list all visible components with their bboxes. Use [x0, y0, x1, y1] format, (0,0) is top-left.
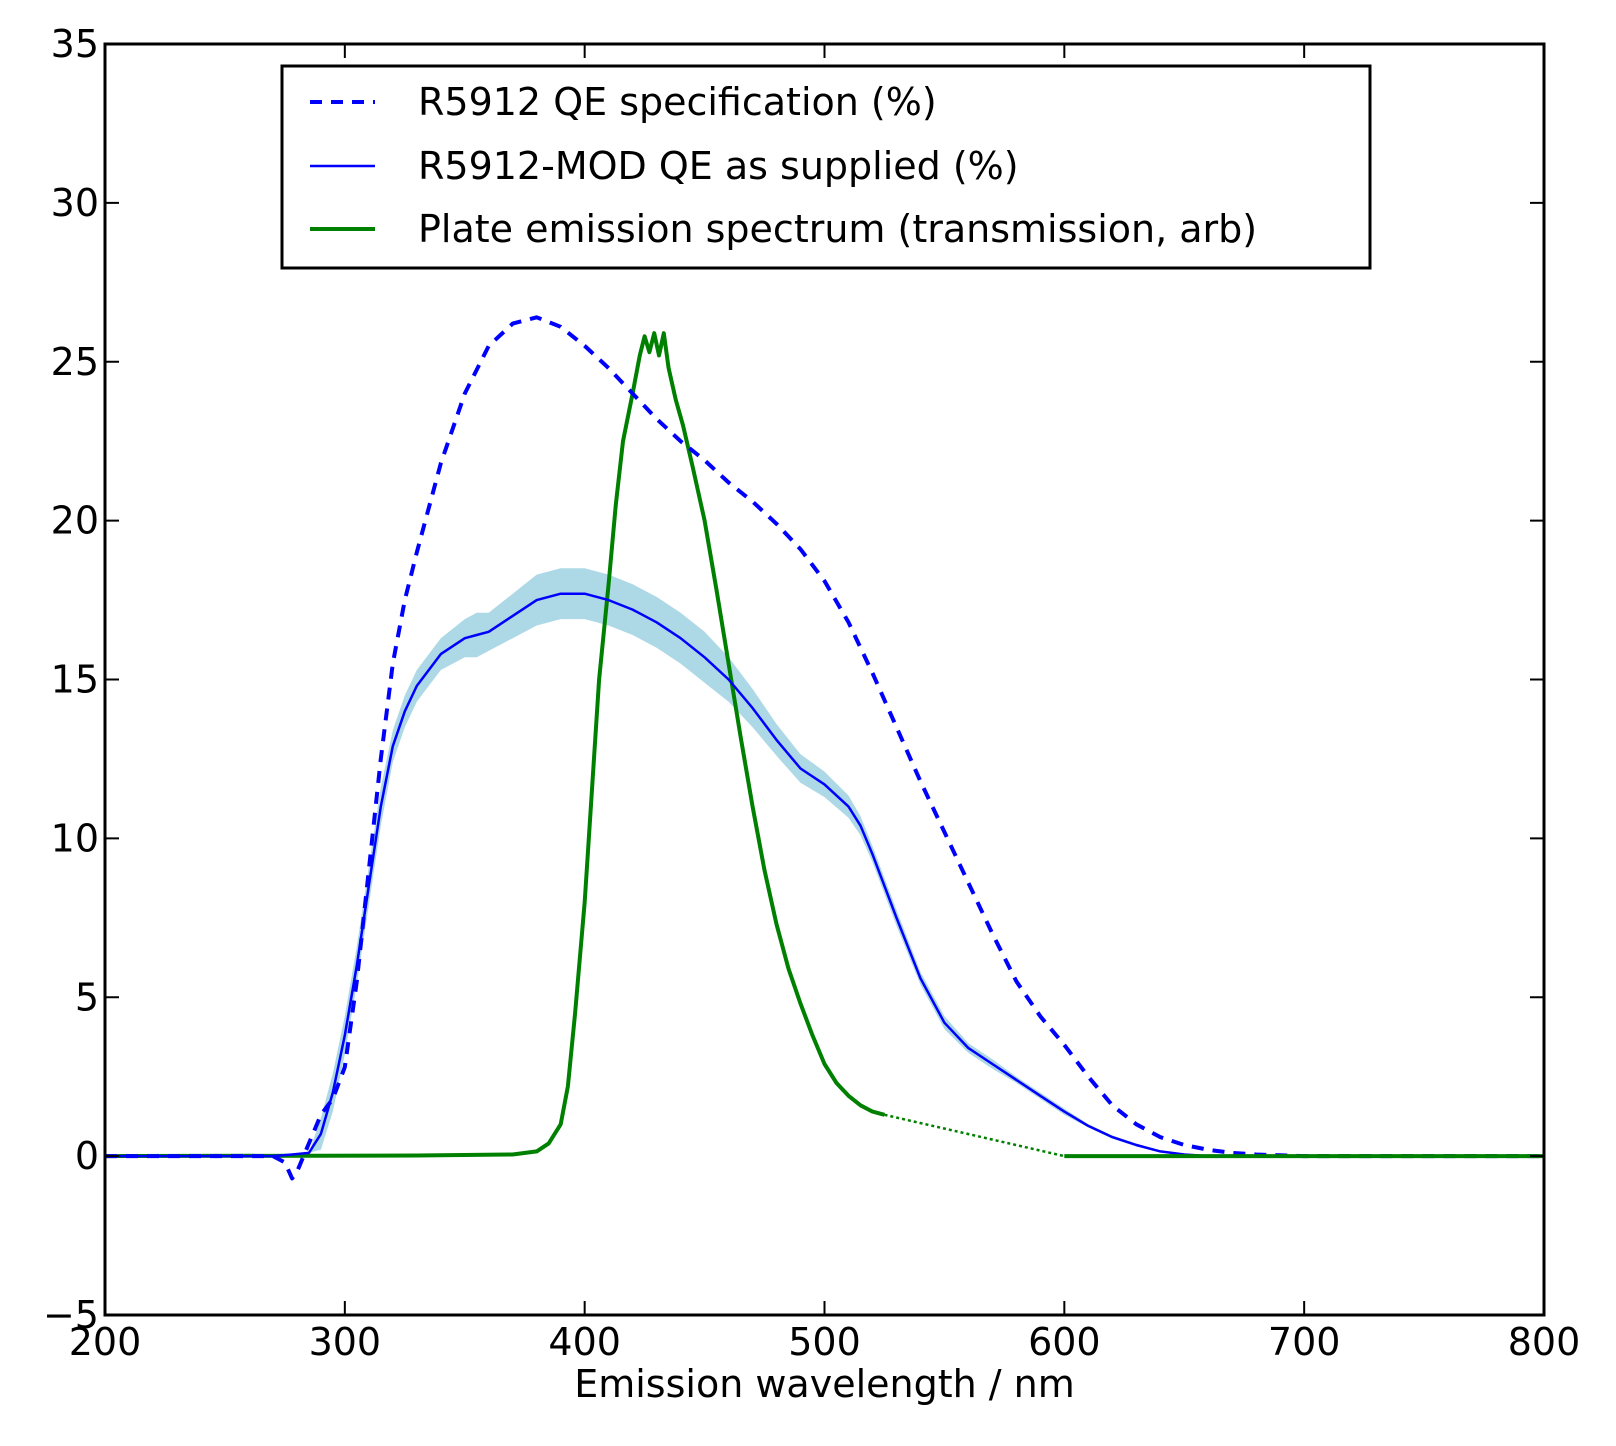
y-tick-label: 20: [51, 499, 99, 543]
y-tick-label: 5: [75, 975, 99, 1019]
legend-box: [280, 64, 1372, 270]
series-lines-layer: [104, 315, 1544, 1181]
x-tick-label: 700: [1268, 1320, 1341, 1364]
legend: R5912 QE specification (%) R5912-MOD QE …: [280, 64, 1372, 270]
axis-ticks-layer: 200 300 400 500 600 700 800 −5 0 5 10 15 20 25 30 35: [43, 22, 1580, 1364]
y-tick-label: 25: [51, 340, 99, 384]
legend-label-qe-spec: R5912 QE specification (%): [418, 80, 937, 124]
x-tick-label: 300: [309, 1320, 382, 1364]
x-tick-label: 200: [69, 1320, 142, 1364]
legend-label-plate-emission: Plate emission spectrum (transmission, a…: [418, 207, 1257, 251]
qe-supplied-uncertainty-band: [105, 568, 1544, 1157]
x-tick-label: 600: [1028, 1320, 1101, 1364]
series-line-qe-spec: [105, 315, 1544, 1181]
plate-emission-extrapolation-line: [884, 1113, 1065, 1158]
series-line-qe-supplied: [105, 592, 1544, 1158]
qe-uncertainty-band-layer: [105, 568, 1544, 1157]
x-tick-label: 800: [1508, 1320, 1581, 1364]
y-tick-label: 15: [51, 658, 99, 702]
x-tick-label: 500: [788, 1320, 861, 1364]
x-axis-label: Emission wavelength / nm: [574, 1362, 1075, 1406]
x-tick-label: 400: [548, 1320, 621, 1364]
y-tick-label: 0: [75, 1134, 99, 1178]
y-tick-label: −5: [43, 1293, 99, 1337]
series-line-plate-emission: [104, 331, 886, 1159]
y-tick-label: 10: [51, 816, 99, 860]
y-tick-label: 30: [51, 181, 99, 225]
legend-label-qe-supplied: R5912-MOD QE as supplied (%): [418, 144, 1019, 188]
y-tick-label: 35: [51, 22, 99, 66]
